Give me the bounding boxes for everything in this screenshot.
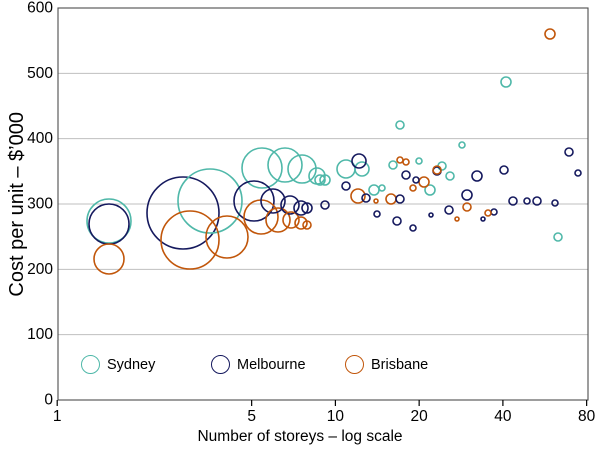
svg-text:0: 0 <box>44 392 53 409</box>
svg-text:1: 1 <box>53 408 62 425</box>
svg-text:10: 10 <box>327 408 345 425</box>
svg-text:400: 400 <box>27 130 53 147</box>
svg-text:20: 20 <box>411 408 429 425</box>
svg-text:600: 600 <box>27 0 53 17</box>
svg-text:300: 300 <box>27 196 53 213</box>
svg-text:100: 100 <box>27 326 53 343</box>
svg-text:40: 40 <box>494 408 512 425</box>
svg-text:200: 200 <box>27 261 53 278</box>
svg-text:80: 80 <box>578 408 596 425</box>
svg-text:500: 500 <box>27 65 53 82</box>
svg-text:5: 5 <box>247 408 256 425</box>
